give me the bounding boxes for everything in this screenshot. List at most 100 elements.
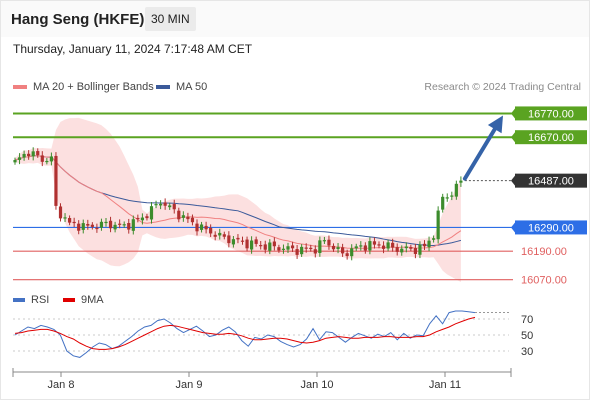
candle-body (322, 240, 326, 242)
candle (77, 220, 81, 235)
candle (154, 200, 158, 209)
candle-body (286, 246, 290, 250)
level-label: 16770.00 (528, 108, 574, 120)
candle-body (149, 206, 154, 220)
candle-body (209, 227, 213, 234)
candle (104, 218, 108, 227)
level-box-pointer (511, 108, 515, 119)
candle-body (127, 222, 131, 230)
candle-body (304, 247, 308, 249)
ma20-swatch (13, 85, 27, 90)
candle (31, 147, 35, 161)
level-label: 16487.00 (528, 176, 574, 188)
candle (450, 191, 454, 201)
candle-body (95, 227, 99, 230)
candle (190, 214, 195, 226)
level-label: 16190.00 (521, 246, 567, 258)
candle (254, 236, 258, 247)
candle (240, 236, 245, 245)
candle-body (27, 153, 31, 157)
candle (454, 180, 458, 200)
candle (395, 243, 399, 256)
candle (58, 203, 63, 222)
chart-title: Hang Seng (HKFE) (11, 11, 145, 28)
rsi-series-line (14, 310, 476, 358)
candle-body (168, 205, 172, 208)
candle-body (236, 237, 240, 240)
candle-body (49, 156, 53, 162)
candle (13, 157, 17, 165)
candle (186, 212, 190, 223)
level-box-pointer (511, 132, 515, 143)
candle-body (13, 159, 17, 163)
legend-rsi: RSI (13, 294, 49, 306)
x-tick-label: Jan 8 (48, 379, 75, 391)
level-label: 16290.00 (528, 222, 574, 234)
candle (36, 148, 40, 158)
candle (286, 242, 290, 253)
candle-body (290, 245, 295, 249)
candle-body (145, 216, 149, 219)
candle (263, 240, 267, 254)
candle (300, 244, 304, 257)
candle (341, 243, 345, 257)
candle (45, 157, 49, 165)
candle-body (309, 247, 313, 250)
candle (441, 193, 445, 213)
level-box-pointer (511, 222, 515, 233)
target-arrow-head (487, 115, 503, 134)
candle-body (204, 225, 208, 230)
candle-body (63, 217, 67, 219)
candle-body (68, 218, 72, 223)
candle (140, 213, 144, 225)
candle-body (418, 244, 422, 255)
legend-ma50: MA 50 (156, 81, 207, 93)
candle-body (36, 151, 40, 156)
bollinger-group (15, 117, 461, 283)
candle-body (345, 253, 349, 257)
level-label: 16670.00 (528, 132, 574, 144)
candle-body (99, 221, 104, 228)
candle (27, 150, 31, 160)
candle-body (450, 195, 454, 197)
candle-body (327, 239, 331, 246)
candle (409, 244, 413, 252)
rsi-panel: 70 50 30 (13, 310, 533, 358)
candle (218, 228, 222, 240)
candle-body (386, 242, 390, 249)
candle-body (432, 238, 436, 240)
candle-body (108, 220, 113, 229)
candle (209, 224, 213, 237)
candle (377, 241, 381, 249)
candle (213, 231, 217, 241)
legend-rsi-label: RSI (31, 294, 50, 306)
legend-ma20-label: MA 20 + Bollinger Bands (33, 81, 154, 93)
candle-body (272, 241, 276, 247)
candle-body (222, 234, 226, 237)
candle-body (31, 151, 35, 157)
candle-body (250, 240, 254, 250)
level-box (515, 130, 587, 145)
candle-body (400, 248, 404, 253)
candle (22, 150, 26, 161)
candle-body (118, 223, 122, 225)
candle-body (254, 239, 258, 244)
candle (163, 198, 167, 210)
candle-body (404, 246, 408, 249)
candle (204, 221, 208, 234)
timeframe-button[interactable]: 30 MIN (145, 7, 196, 31)
candle (295, 244, 299, 259)
price-levels: 16770.00 16670.00 16487.00 16290.00 16190.00… (13, 106, 587, 287)
candle-body (331, 245, 336, 250)
candle (81, 219, 85, 234)
candle-body (359, 245, 363, 247)
candle (122, 221, 126, 228)
candle-body (263, 244, 267, 250)
candle-body (154, 204, 158, 206)
candle (445, 193, 449, 202)
candle (427, 236, 431, 252)
candle (345, 249, 349, 260)
candle-body (90, 224, 94, 227)
legend-ma50-label: MA 50 (176, 81, 208, 93)
candle (131, 215, 135, 235)
